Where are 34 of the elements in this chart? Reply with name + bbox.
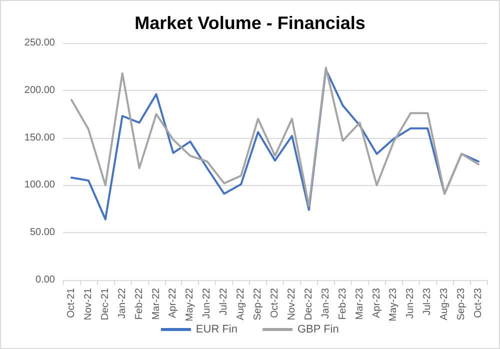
- x-tick-label: Jun-23: [405, 288, 416, 319]
- x-tick-label: Feb-22: [134, 288, 145, 320]
- x-tick-label: Feb-23: [337, 288, 348, 320]
- y-tick-label: 100.00: [24, 180, 56, 191]
- chart-title: Market Volume - Financials: [134, 13, 366, 33]
- x-tick-label: Jul-23: [422, 288, 434, 316]
- x-tick-label: May-23: [388, 288, 400, 322]
- x-tick-label: May-22: [184, 288, 196, 322]
- x-tick-label: Apr-23: [371, 288, 382, 318]
- x-tick-label: Oct-21: [66, 288, 77, 318]
- x-tick-label: Jul-22: [218, 288, 230, 316]
- x-tick-label: Mar-22: [150, 288, 162, 320]
- x-tick-label: Oct-22: [270, 288, 280, 318]
- x-tick-label: Dec-22: [303, 288, 314, 320]
- x-tick-label: Sep-23: [456, 288, 468, 320]
- legend-label: EUR Fin: [196, 324, 238, 336]
- x-tick-label: Nov-22: [286, 288, 298, 320]
- x-tick-label: Dec-21: [100, 288, 111, 320]
- y-tick-label: 0.00: [36, 274, 56, 286]
- x-tick-label: Aug-23: [439, 288, 450, 320]
- x-tick-label: Aug-22: [236, 288, 247, 320]
- x-tick-label: Mar-23: [354, 288, 366, 320]
- x-tick-label: Jan-22: [116, 288, 128, 319]
- x-tick-label: Jan-23: [320, 288, 332, 319]
- y-tick-label: 150.00: [24, 132, 56, 144]
- y-tick-label: 200.00: [24, 84, 56, 96]
- x-tick-label: Sep-22: [252, 288, 264, 320]
- legend-label: GBP Fin: [297, 324, 339, 336]
- x-tick-label: Jun-22: [202, 288, 213, 319]
- y-tick-label: 250.00: [24, 38, 56, 48]
- x-tick-label: Nov-21: [82, 288, 94, 320]
- x-tick-label: Oct-23: [473, 288, 484, 318]
- y-tick-label: 50.00: [30, 227, 56, 238]
- x-tick-label: Apr-22: [168, 288, 179, 318]
